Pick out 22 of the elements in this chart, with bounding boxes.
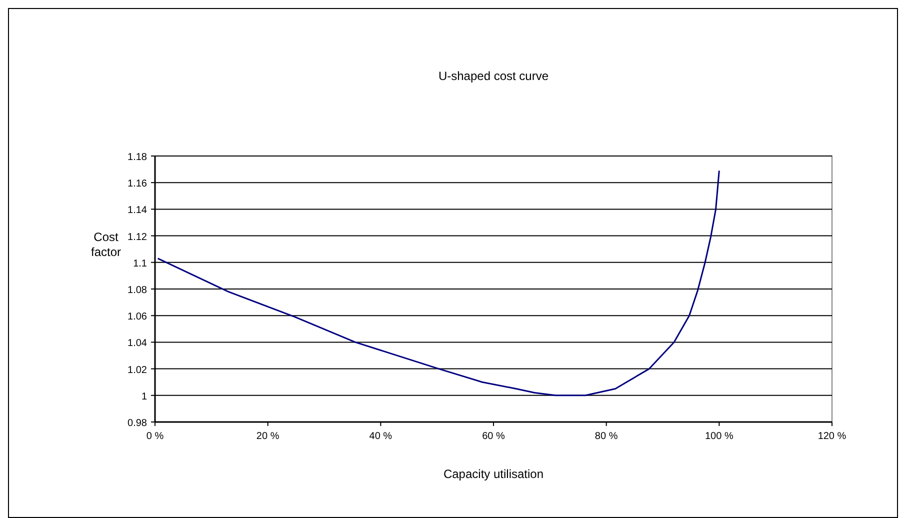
x-tick-label: 40 % xyxy=(369,431,392,442)
x-tick-label: 120 % xyxy=(818,431,846,442)
y-axis-title: Cost factor xyxy=(90,230,122,259)
x-tick-label: 60 % xyxy=(482,431,506,442)
y-tick-label: 0.98 xyxy=(128,418,148,429)
y-tick-label: 1.04 xyxy=(128,338,148,350)
y-tick-label: 1 xyxy=(141,391,148,402)
y-tick-label: 1.02 xyxy=(128,364,148,376)
y-tick-label: 1.14 xyxy=(128,205,148,216)
y-tick-label: 1.1 xyxy=(133,258,148,270)
x-tick-label: 80 % xyxy=(594,431,618,442)
x-axis-title: Capacity utilisation xyxy=(443,467,544,481)
y-tick-label: 1.18 xyxy=(128,152,148,163)
x-tick-label: 0 % xyxy=(146,431,164,442)
line-series xyxy=(157,170,720,396)
y-tick-label: 1.16 xyxy=(128,178,148,190)
chart-title: U-shaped cost curve xyxy=(438,69,549,83)
x-tick-label: 20 % xyxy=(256,431,280,442)
x-tick-label: 100 % xyxy=(704,431,734,442)
y-tick-label: 1.08 xyxy=(128,285,148,296)
y-tick-label: 1.06 xyxy=(128,312,148,323)
y-tick-label: 1.12 xyxy=(128,232,148,243)
